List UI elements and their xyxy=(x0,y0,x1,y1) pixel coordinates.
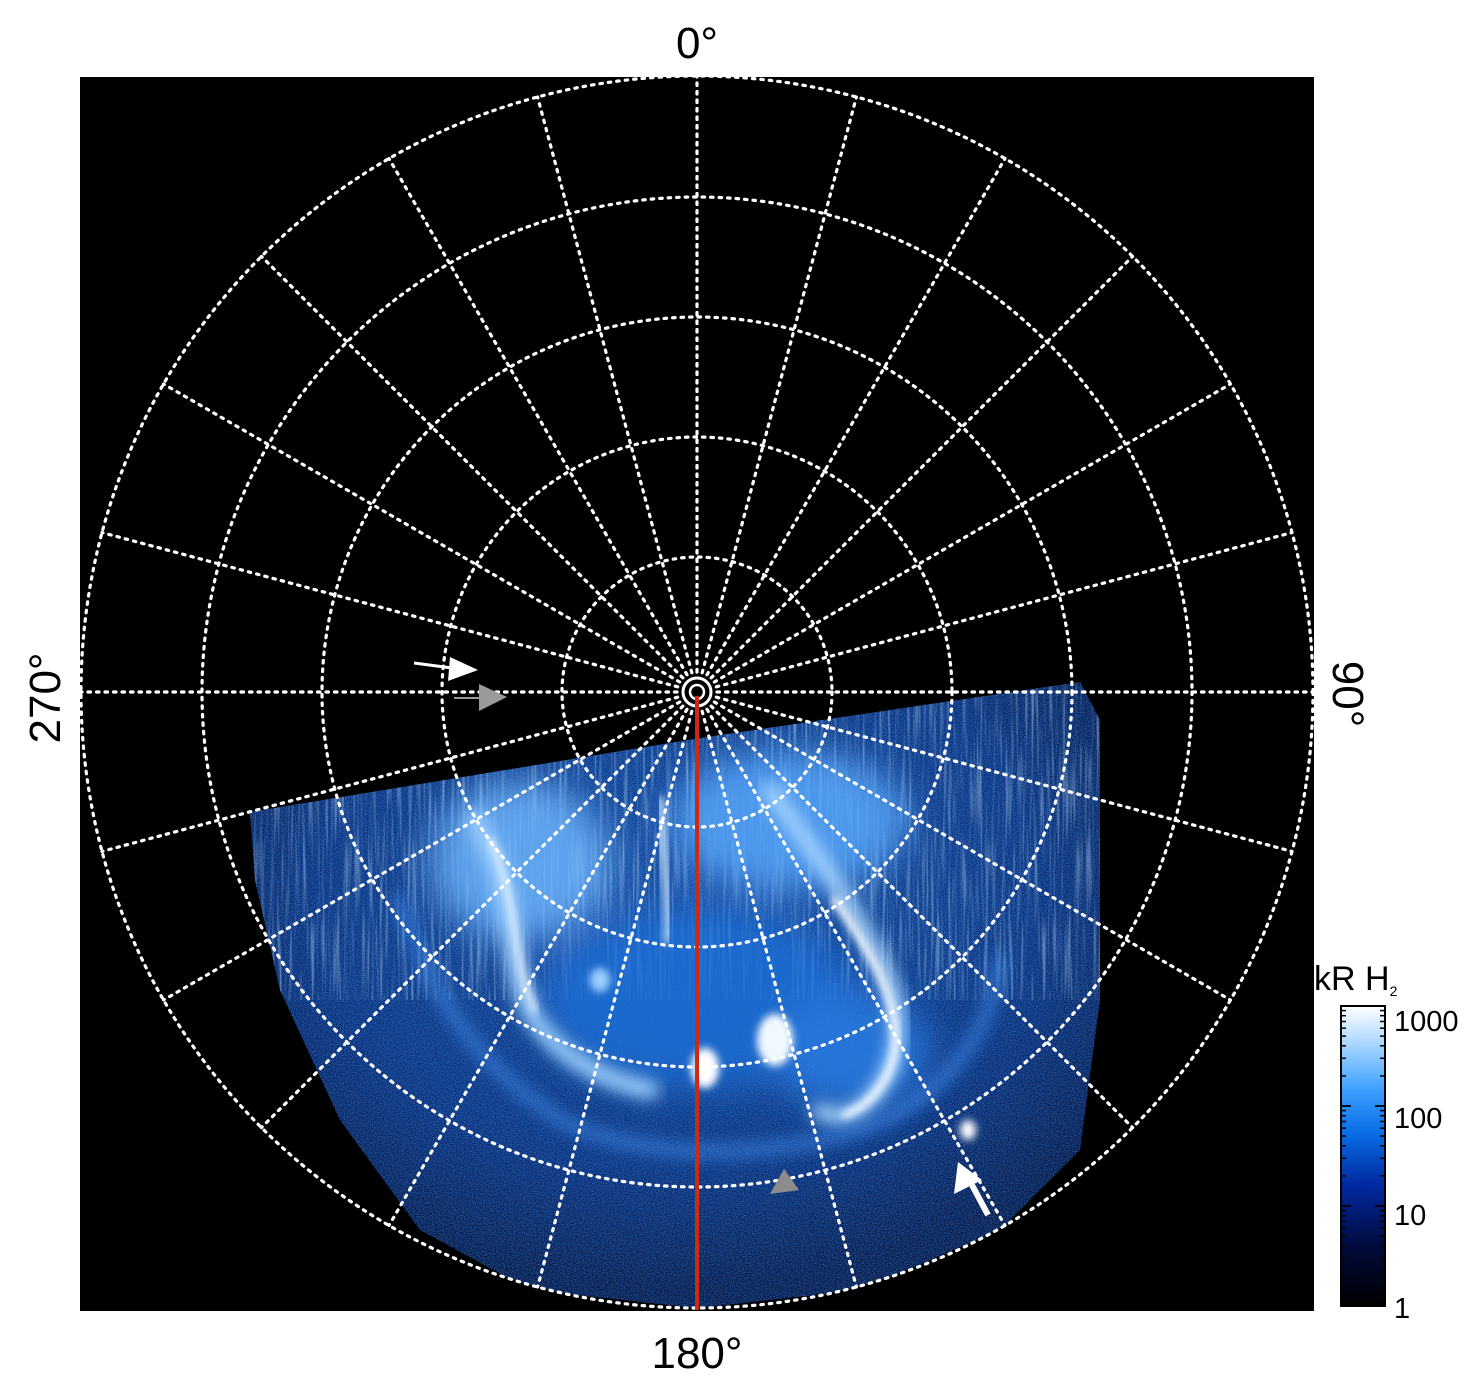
grid-spoke xyxy=(712,700,1233,1002)
colorbar-tick-100: 100 xyxy=(1394,1103,1442,1135)
grid-spoke xyxy=(161,700,682,1002)
feature-arrow-left-grey xyxy=(454,684,507,711)
label-90-degrees: 90° xyxy=(1323,661,1372,728)
grid-spoke xyxy=(259,704,685,1130)
grid-spoke xyxy=(387,156,689,677)
grid-spoke xyxy=(712,382,1233,684)
polar-grid xyxy=(79,74,1315,1310)
grid-spoke xyxy=(100,530,680,689)
label-180-degrees: 180° xyxy=(651,1329,742,1378)
colorbar-scale xyxy=(1340,1005,1386,1307)
grid-spoke xyxy=(709,704,1135,1130)
colorbar-title: kR H2 xyxy=(1314,960,1398,999)
feature-arrow-left-white xyxy=(413,657,478,681)
grid-spoke xyxy=(535,95,694,675)
feature-arrowhead-grey xyxy=(770,1169,799,1194)
colorbar: kR H2 1000 100 10 1 xyxy=(1314,960,1459,1325)
grid-spoke xyxy=(259,254,685,680)
label-0-degrees: 0° xyxy=(676,19,718,68)
feature-arrow-right-white xyxy=(954,1162,991,1217)
grid-spoke xyxy=(714,695,1294,854)
grid-spoke xyxy=(100,695,680,854)
colorbar-tick-10: 10 xyxy=(1394,1200,1426,1232)
colorbar-tick-1000: 1000 xyxy=(1394,1006,1459,1038)
grid-spoke xyxy=(709,254,1135,680)
grid-spoke xyxy=(705,156,1007,677)
label-270-degrees: 270° xyxy=(21,652,70,743)
colorbar-tick-1: 1 xyxy=(1394,1293,1410,1325)
grid-spoke xyxy=(161,382,682,684)
grid-spoke xyxy=(387,707,689,1228)
grid-spoke xyxy=(705,707,1007,1228)
grid-spoke xyxy=(714,530,1294,689)
grid-spoke xyxy=(700,95,859,675)
grid-spoke xyxy=(535,709,694,1289)
grid-spoke xyxy=(700,709,859,1289)
